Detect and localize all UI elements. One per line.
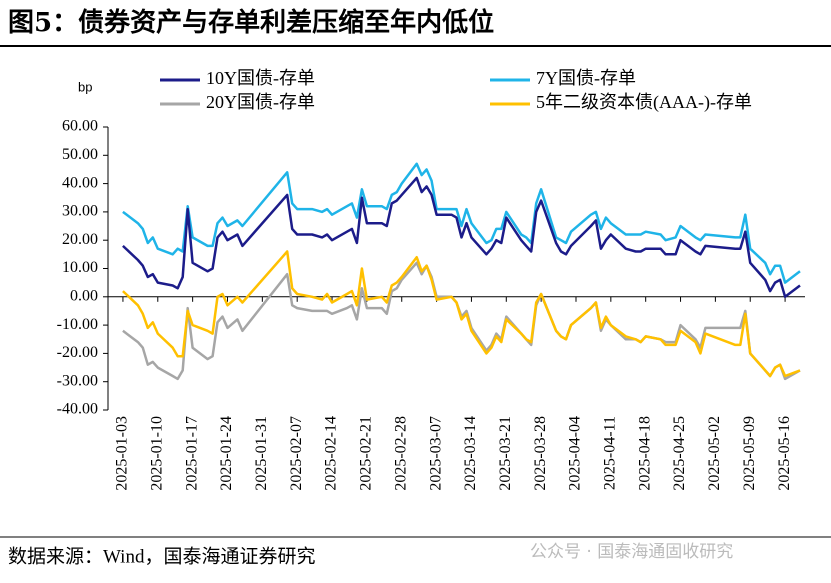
legend-label: 20Y国债-存单 <box>206 92 315 112</box>
y-unit: bp <box>78 79 92 94</box>
x-tick-label: 2025-02-21 <box>358 416 375 491</box>
series-line <box>122 261 801 381</box>
x-tick-label: 2025-01-24 <box>218 416 235 491</box>
y-tick-label: 30.00 <box>62 203 98 220</box>
x-tick-label: 2025-03-21 <box>497 416 514 491</box>
legend-label: 5年二级资本债(AAA-)-存单 <box>536 92 752 113</box>
series-line <box>122 176 801 299</box>
series-line <box>122 162 801 284</box>
x-tick-label: 2025-05-02 <box>706 416 723 491</box>
y-tick-label: 40.00 <box>62 174 98 191</box>
x-tick-label: 2025-02-14 <box>323 416 340 491</box>
y-tick-label: -10.00 <box>57 316 98 333</box>
x-tick-label: 2025-02-28 <box>392 416 409 491</box>
x-tick-label: 2025-04-11 <box>602 416 619 490</box>
x-tick-label: 2025-01-10 <box>148 416 165 491</box>
x-tick-label: 2025-04-18 <box>636 416 653 491</box>
legend-label: 10Y国债-存单 <box>206 68 315 88</box>
y-tick-label: 50.00 <box>62 146 98 163</box>
x-tick-label: 2025-02-07 <box>288 416 305 491</box>
y-tick-label: 0.00 <box>70 287 98 304</box>
x-tick-label: 2025-01-17 <box>183 416 200 491</box>
source: 数据来源：Wind，国泰海通证券研究 <box>8 545 315 567</box>
y-tick-label: 20.00 <box>62 231 98 248</box>
y-tick-label: -40.00 <box>57 401 98 418</box>
watermark: 公众号 · 国泰海通固收研究 <box>530 542 733 562</box>
chart-title: 图5：债券资产与存单利差压缩至年内低位 <box>8 7 494 38</box>
y-tick-label: 60.00 <box>62 118 98 135</box>
x-tick-label: 2025-03-14 <box>462 416 479 491</box>
x-tick-label: 2025-05-09 <box>741 416 758 491</box>
x-tick-label: 2025-04-04 <box>567 416 584 491</box>
y-tick-label: -20.00 <box>57 344 98 361</box>
legend-label: 7Y国债-存单 <box>536 68 636 88</box>
series-line <box>122 250 801 378</box>
x-tick-label: 2025-05-16 <box>776 416 793 491</box>
x-tick-label: 2025-03-07 <box>427 416 444 491</box>
y-tick-label: -30.00 <box>57 372 98 389</box>
y-tick-label: 10.00 <box>62 259 98 276</box>
x-tick-label: 2025-01-03 <box>114 416 131 491</box>
x-tick-label: 2025-03-28 <box>532 416 549 491</box>
x-tick-label: 2025-04-25 <box>671 416 688 491</box>
x-tick-label: 2025-01-31 <box>253 416 270 491</box>
